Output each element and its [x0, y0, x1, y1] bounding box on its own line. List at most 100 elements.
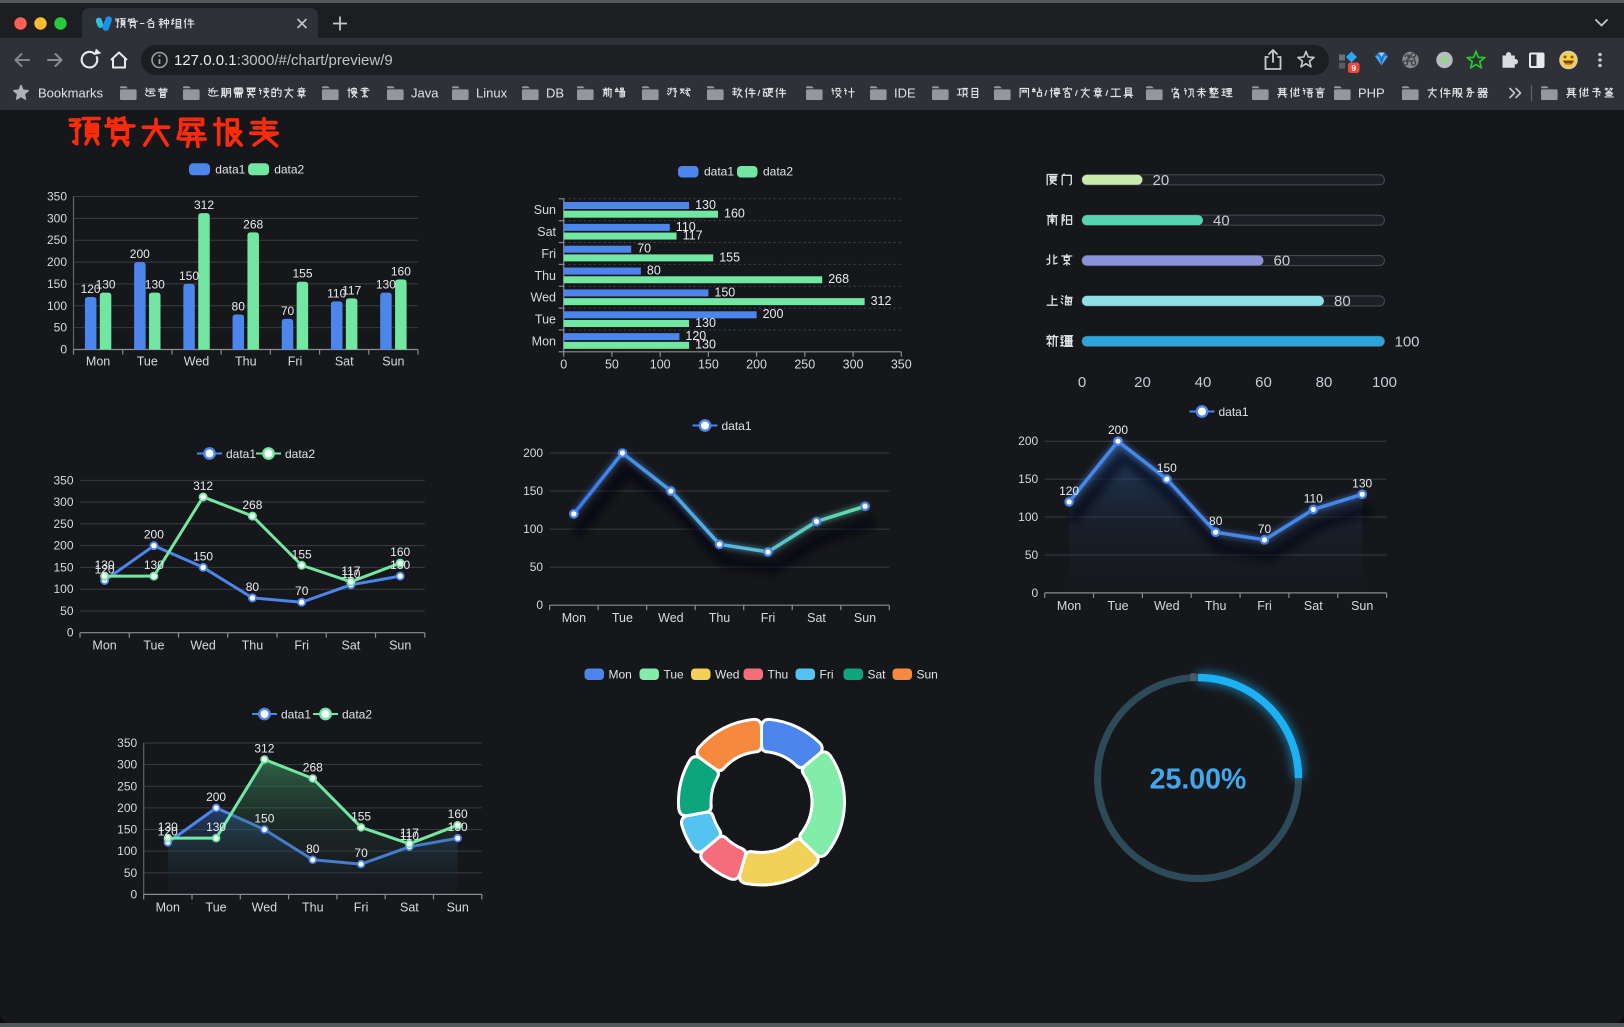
svg-text:Mon: Mon	[609, 668, 632, 682]
svg-text:155: 155	[351, 809, 371, 823]
svg-text:Tue: Tue	[664, 668, 685, 682]
svg-text:Thu: Thu	[235, 355, 257, 369]
svg-text:130: 130	[158, 820, 178, 834]
svg-text:150: 150	[47, 277, 67, 291]
svg-text:9: 9	[1351, 63, 1356, 73]
svg-text:Wed: Wed	[658, 611, 684, 625]
svg-text:data1: data1	[215, 162, 245, 176]
svg-text:117: 117	[400, 826, 419, 840]
svg-text:110: 110	[341, 567, 360, 581]
svg-text:Tue: Tue	[137, 355, 158, 369]
svg-text:Fri: Fri	[541, 247, 556, 261]
svg-text:110: 110	[676, 220, 696, 234]
svg-text:300: 300	[47, 211, 67, 225]
svg-text:150: 150	[523, 484, 543, 498]
svg-text:data2: data2	[342, 707, 372, 721]
svg-text:Fri: Fri	[294, 639, 309, 653]
svg-text:Thu: Thu	[534, 269, 556, 283]
svg-text:268: 268	[303, 761, 323, 775]
svg-text:100: 100	[47, 299, 67, 313]
svg-text:50: 50	[124, 866, 138, 880]
svg-text:250: 250	[53, 517, 73, 531]
svg-text:80: 80	[1316, 374, 1333, 391]
svg-text:Mon: Mon	[86, 355, 110, 369]
svg-text:Tue: Tue	[535, 313, 556, 327]
svg-text:DB: DB	[546, 86, 564, 101]
svg-text:130: 130	[695, 198, 716, 212]
svg-text:117: 117	[342, 283, 361, 297]
svg-text:Wed: Wed	[252, 901, 278, 915]
svg-text:350: 350	[891, 358, 912, 372]
svg-text:160: 160	[448, 807, 468, 821]
svg-text:Sun: Sun	[1351, 599, 1373, 613]
svg-text:117: 117	[683, 229, 703, 243]
svg-text:312: 312	[871, 294, 892, 308]
svg-text:150: 150	[1157, 461, 1177, 475]
svg-text:20: 20	[1134, 374, 1151, 391]
svg-text:250: 250	[794, 358, 815, 372]
svg-text:155: 155	[292, 267, 312, 281]
svg-text:160: 160	[390, 545, 410, 559]
svg-text:120: 120	[1059, 484, 1079, 498]
svg-text:312: 312	[254, 741, 274, 755]
svg-text:130: 130	[206, 820, 226, 834]
svg-text:Sun: Sun	[854, 611, 876, 625]
svg-text:0: 0	[67, 626, 74, 640]
svg-text:50: 50	[1025, 548, 1039, 562]
svg-text:268: 268	[242, 498, 262, 512]
svg-text:Sat: Sat	[400, 901, 419, 915]
svg-text:data1: data1	[704, 165, 734, 179]
svg-text:60: 60	[1274, 253, 1291, 270]
svg-text:120: 120	[158, 825, 178, 839]
svg-text::3000/#/chart/preview/9: :3000/#/chart/preview/9	[237, 52, 393, 69]
svg-text:Fri: Fri	[288, 355, 303, 369]
svg-text:130: 130	[96, 278, 116, 292]
svg-text:100: 100	[1395, 334, 1420, 351]
svg-text:200: 200	[523, 446, 543, 460]
svg-text:Sat: Sat	[335, 355, 354, 369]
svg-text:130: 130	[95, 558, 115, 572]
svg-text:80: 80	[1209, 514, 1223, 528]
svg-text:150: 150	[714, 285, 735, 299]
svg-text:Sat: Sat	[868, 668, 887, 682]
svg-text:150: 150	[179, 269, 199, 283]
svg-text:Thu: Thu	[768, 668, 789, 682]
svg-text:Wed: Wed	[184, 355, 210, 369]
svg-text:150: 150	[1018, 472, 1038, 486]
svg-text:117: 117	[341, 564, 360, 578]
svg-text:Thu: Thu	[709, 611, 731, 625]
svg-text:0: 0	[1078, 374, 1086, 391]
svg-text:Tue: Tue	[612, 611, 633, 625]
svg-text:0: 0	[536, 598, 543, 612]
svg-text:70: 70	[1258, 522, 1272, 536]
svg-text:Fri: Fri	[820, 668, 834, 682]
svg-text:Java: Java	[411, 86, 439, 101]
svg-text:110: 110	[400, 829, 419, 843]
svg-text:Sat: Sat	[342, 639, 361, 653]
svg-text:PHP: PHP	[1358, 86, 1385, 101]
svg-text:Thu: Thu	[242, 639, 264, 653]
svg-text:312: 312	[194, 198, 214, 212]
svg-text:300: 300	[53, 495, 73, 509]
svg-text:70: 70	[637, 242, 651, 256]
svg-text:Wed: Wed	[531, 291, 557, 305]
svg-text:Sat: Sat	[1304, 599, 1323, 613]
svg-text:100: 100	[523, 522, 543, 536]
svg-text:Mon: Mon	[92, 639, 116, 653]
svg-text:312: 312	[193, 479, 213, 493]
svg-text:127.0.0.1: 127.0.0.1	[174, 52, 237, 69]
svg-text:IDE: IDE	[894, 86, 916, 101]
svg-text:200: 200	[53, 539, 73, 553]
svg-text:268: 268	[243, 217, 263, 231]
svg-text:Fri: Fri	[761, 611, 776, 625]
svg-text:150: 150	[698, 358, 719, 372]
svg-text:data2: data2	[274, 162, 304, 176]
svg-text:Sun: Sun	[389, 639, 411, 653]
svg-text:200: 200	[130, 247, 150, 261]
svg-text:data1: data1	[281, 707, 311, 721]
svg-text:Sun: Sun	[534, 203, 556, 217]
svg-text:80: 80	[232, 300, 246, 314]
svg-text:Wed: Wed	[715, 668, 739, 682]
svg-text:120: 120	[81, 282, 101, 296]
svg-text:268: 268	[828, 272, 849, 286]
